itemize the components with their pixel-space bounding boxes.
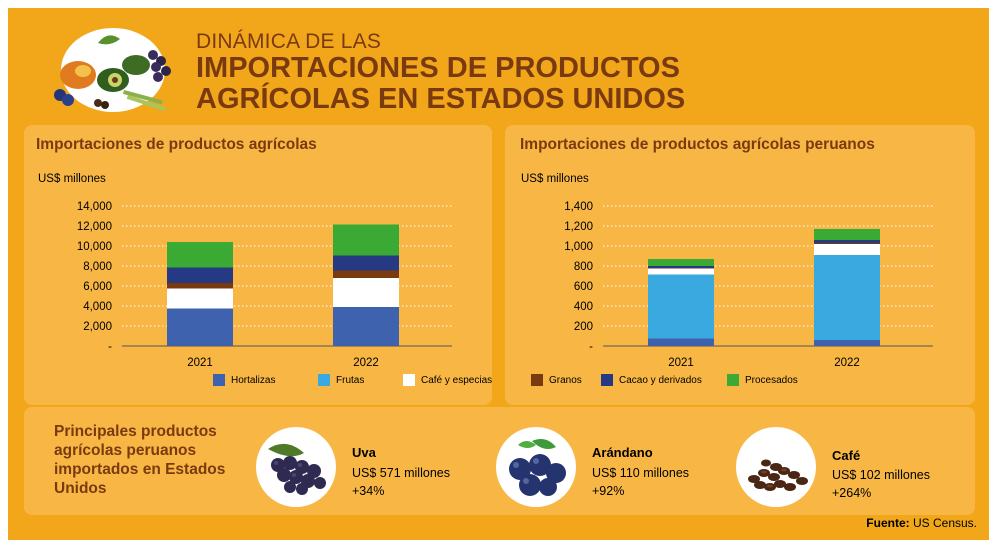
legend-item: Procesados: [727, 374, 798, 386]
blueberry-icon: [509, 439, 566, 496]
y-tick-label: -: [108, 341, 112, 353]
product-value-arandano: US$ 110 millones: [592, 466, 690, 480]
chart-title-total: Importaciones de productos agrícolas: [36, 136, 317, 153]
bar-segment-hortalizas-2022: [333, 307, 399, 346]
bar-segment-hortalizas-2021: [167, 308, 233, 346]
bar-segment-procesados-2021: [167, 242, 233, 268]
bar-segment-granos-2021: [648, 268, 714, 269]
y-tick-label: 12,000: [77, 221, 112, 233]
chart-peru: - 200 400 600 800 1,000 1,200 1,400 2021 2022: [564, 201, 933, 369]
grape-icon: [268, 443, 326, 495]
bar-segment-caf-y-especias-2022: [333, 278, 399, 307]
y-tick-label: -: [589, 341, 593, 353]
chart-total: - 2,000 4,000 6,000 8,000 10,000 12,000 14,000 2…: [77, 201, 452, 369]
title-main: IMPORTACIONES DE PRODUCTOS AGRÍCOLAS EN …: [196, 53, 756, 115]
bar-segment-hortalizas-2022: [814, 340, 880, 346]
bar-segment-caf-y-especias-2021: [167, 288, 233, 309]
product-value-uva: US$ 571 millones: [352, 466, 450, 480]
product-change-arandano: +92%: [592, 484, 625, 498]
products-title: Principales productos agrícolas peruanos…: [54, 423, 226, 497]
legend-label: Procesados: [745, 374, 798, 386]
y-tick-label: 400: [574, 301, 593, 313]
y-tick-label: 10,000: [77, 241, 112, 253]
y-tick-label: 8,000: [83, 261, 112, 273]
legend-swatch: [318, 374, 330, 386]
source-label: Fuente:: [866, 516, 910, 530]
product-name-uva: Uva: [352, 445, 376, 460]
legend-swatch: [531, 374, 543, 386]
bar-segment-frutas-2022: [814, 255, 880, 340]
product-name-cafe: Café: [832, 448, 861, 463]
infographic-frame: DINÁMICA DE LAS IMPORTACIONES DE PRODUCT…: [8, 8, 989, 540]
legend-label: Cacao y derivados: [619, 374, 702, 386]
legend-label: Hortalizas: [231, 374, 276, 386]
y-tick-label: 600: [574, 281, 593, 293]
x-tick-label: 2022: [834, 357, 860, 369]
grape-image: [256, 427, 336, 507]
y-tick-label: 4,000: [83, 301, 112, 313]
legend-swatch: [727, 374, 739, 386]
title-line-2: IMPORTACIONES DE PRODUCTOS: [196, 52, 680, 84]
product-name-arandano: Arándano: [592, 445, 653, 460]
y-tick-label: 2,000: [83, 321, 112, 333]
bar-segment-cacao-y-derivados-2022: [814, 240, 880, 243]
legend-swatch: [403, 374, 415, 386]
coffee-image: [736, 427, 816, 507]
legend-item: Cacao y derivados: [601, 374, 702, 386]
bar-segment-procesados-2021: [648, 259, 714, 266]
product-value-cafe: US$ 102 millones: [832, 468, 930, 482]
bar-segment-caf-y-especias-2021: [648, 268, 714, 275]
y-tick-label: 6,000: [83, 281, 112, 293]
bar-segment-frutas-2021: [648, 274, 714, 339]
legend-swatch: [213, 374, 225, 386]
legend-label: Granos: [549, 374, 582, 386]
y-tick-label: 1,000: [564, 241, 593, 253]
produce-illustration: [54, 28, 171, 112]
bar-segment-cacao-y-derivados-2021: [167, 267, 233, 283]
chart-title-peru: Importaciones de productos agrícolas per…: [520, 136, 875, 153]
bar-segment-cacao-y-derivados-2021: [648, 266, 714, 268]
legend-swatch: [601, 374, 613, 386]
legend-item: Café y especias: [403, 374, 492, 386]
product-change-uva: +34%: [352, 484, 385, 498]
blueberry-image: [496, 427, 576, 507]
x-tick-label: 2021: [187, 357, 213, 369]
legend-item: Hortalizas: [213, 374, 275, 386]
title-line-3: AGRÍCOLAS EN ESTADOS UNIDOS: [196, 83, 686, 115]
title-line-1: DINÁMICA DE LAS: [196, 30, 382, 53]
y-tick-label: 14,000: [77, 201, 112, 213]
y-tick-label: 800: [574, 261, 593, 273]
unit-label-peru: US$ millones: [521, 173, 589, 185]
chart-panel-total: [24, 125, 492, 405]
source-note: Fuente: US Census.: [866, 516, 977, 530]
coffee-beans-icon: [748, 459, 808, 491]
bar-segment-granos-2021: [167, 283, 233, 289]
bar-segment-cacao-y-derivados-2022: [333, 255, 399, 271]
unit-label-total: US$ millones: [38, 173, 106, 185]
legend-label: Café y especias: [421, 374, 493, 386]
bar-segment-granos-2022: [814, 243, 880, 244]
legend-item: Granos: [531, 374, 582, 386]
bar-segment-hortalizas-2021: [648, 338, 714, 346]
bar-segment-procesados-2022: [814, 229, 880, 240]
y-tick-label: 1,200: [564, 221, 593, 233]
x-tick-label: 2021: [668, 357, 694, 369]
chart-panel-peru: [505, 125, 975, 405]
source-text: US Census.: [912, 516, 977, 530]
bar-segment-caf-y-especias-2022: [814, 244, 880, 255]
y-tick-label: 1,400: [564, 201, 593, 213]
y-tick-label: 200: [574, 321, 593, 333]
legend-item: Frutas: [318, 374, 364, 386]
product-change-cafe: +264%: [832, 486, 872, 500]
chart-legend: Hortalizas Frutas Café y especias Granos Cac…: [213, 374, 913, 390]
legend-label: Frutas: [336, 374, 365, 386]
bar-segment-granos-2022: [333, 270, 399, 278]
x-tick-label: 2022: [353, 357, 379, 369]
bar-segment-procesados-2022: [333, 224, 399, 256]
